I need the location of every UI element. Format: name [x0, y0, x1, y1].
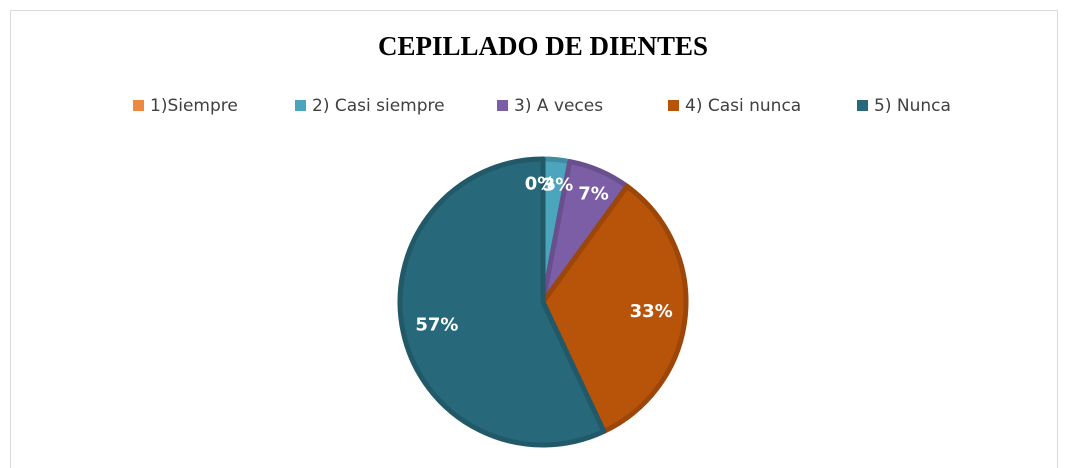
data-label: 7%: [578, 183, 609, 204]
legend-label: 2) Casi siempre: [312, 96, 445, 116]
legend-label: 3) A veces: [514, 96, 603, 116]
legend-swatch: [668, 100, 679, 111]
legend-swatch: [497, 100, 508, 111]
legend-swatch: [857, 100, 868, 111]
pie-slice: [397, 156, 607, 448]
pie: [397, 156, 689, 448]
legend-swatch: [295, 100, 306, 111]
legend-label: 5) Nunca: [874, 96, 951, 116]
pie-slice: [540, 183, 689, 434]
data-label: 33%: [630, 301, 673, 322]
data-labels: 0%3% 7% 33% 57%: [415, 174, 672, 336]
legend-swatch: [133, 100, 144, 111]
data-label: 57%: [415, 315, 458, 336]
data-label: 3%: [543, 174, 574, 195]
legend: 1)Siempre 2) Casi siempre 3) A veces 4) Cas…: [133, 96, 951, 116]
legend-label: 1)Siempre: [150, 96, 238, 116]
legend-label: 4) Casi nunca: [685, 96, 801, 116]
chart-title: CEPILLADO DE DIENTES: [378, 31, 708, 61]
data-label: 0%: [525, 174, 556, 195]
